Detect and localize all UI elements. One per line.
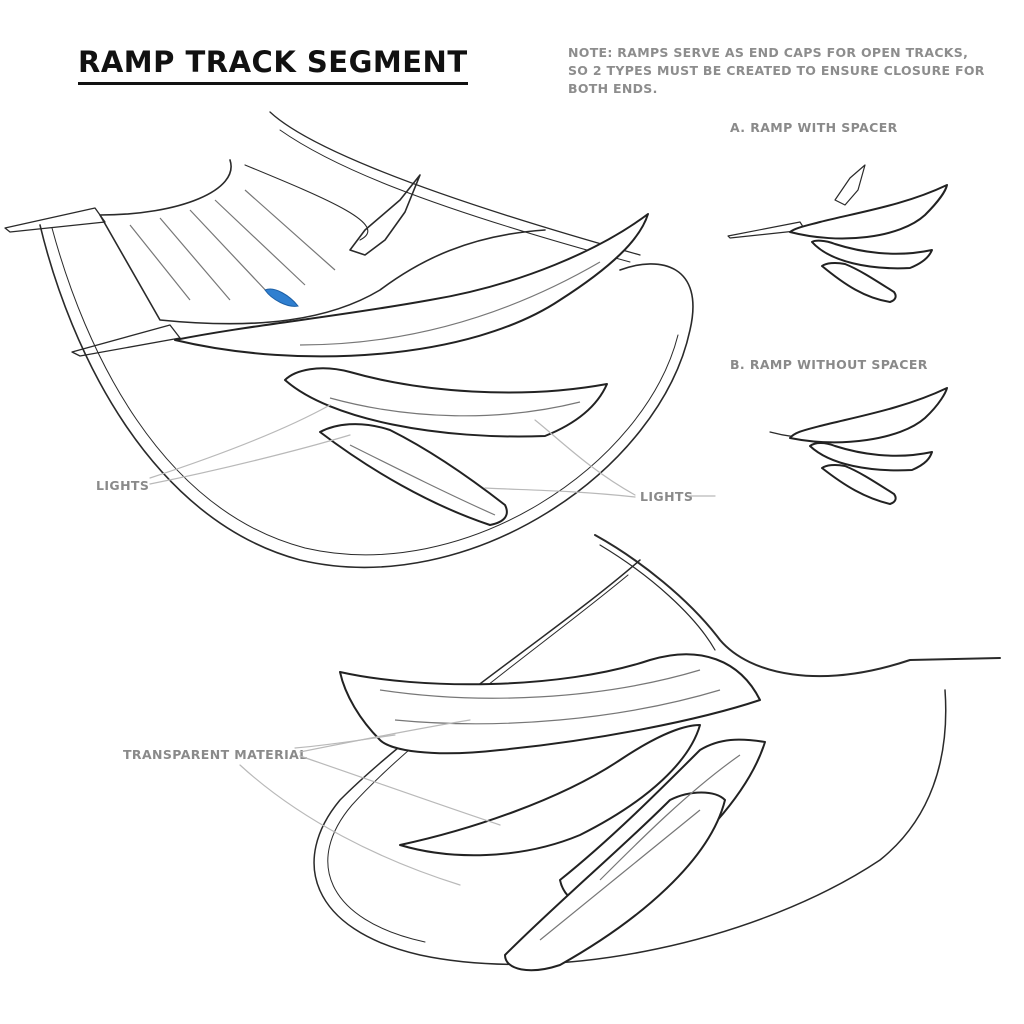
design-note: NOTE: RAMPS SERVE AS END CAPS FOR OPEN T…	[568, 45, 985, 96]
variant-a-fin-bottom	[821, 261, 897, 303]
page-title: RAMP TRACK SEGMENT	[78, 44, 468, 85]
lights-left-leader-2	[149, 434, 351, 485]
fin-middle-inner	[329, 397, 581, 417]
reverse-ramp-wing	[339, 653, 761, 755]
variant-a-wing	[789, 184, 948, 240]
variant-a-label: A. RAMP WITH SPACER	[730, 120, 898, 135]
transparent-leader-2	[299, 755, 501, 826]
main-ramp-sketch	[4, 111, 716, 569]
main-ramp-deck-edge	[244, 164, 369, 241]
variant-b-label: B. RAMP WITHOUT SPACER	[730, 357, 928, 372]
transparent-leader-3	[239, 764, 461, 886]
main-ramp-light-accent	[264, 288, 299, 307]
main-ramp-wing-top	[174, 213, 649, 358]
main-ramp-fin-middle	[284, 367, 608, 438]
main-ramp-mast	[349, 174, 421, 256]
reverse-ramp-fin-left	[399, 724, 701, 857]
main-ramp-top-rail	[269, 111, 641, 256]
variant-b-fin-middle	[809, 442, 933, 472]
main-ramp-top-rail-2	[279, 129, 631, 263]
lights-label-right: LIGHTS	[640, 489, 694, 504]
variant-b-fin-bottom	[821, 463, 897, 505]
main-ramp-guide-loop-inner	[51, 227, 679, 556]
reverse-fin-front-inner	[539, 809, 701, 941]
reverse-wing-inner-2	[394, 689, 721, 725]
reverse-wing-inner-1	[379, 669, 701, 699]
main-ramp-guide-loop	[39, 224, 694, 569]
deck-strip-1	[129, 224, 191, 301]
reverse-ramp-sketch	[239, 534, 1001, 972]
transparent-material-label: TRANSPARENT MATERIAL	[123, 747, 308, 762]
wing-top-inner	[299, 261, 601, 346]
variant-a-fin-middle	[811, 239, 933, 270]
deck-strip-3	[189, 209, 271, 296]
reverse-fin-middle-inner	[599, 754, 741, 881]
variant-a-sketch	[727, 164, 948, 303]
transparent-leader-4	[294, 734, 396, 749]
variant-a-mast	[834, 164, 866, 206]
transparent-leader-1	[299, 719, 471, 753]
main-ramp-deck-outline	[99, 159, 546, 325]
variant-b-wing	[789, 387, 948, 444]
lights-label-left: LIGHTS	[96, 478, 150, 493]
lights-right-leader-1	[534, 419, 636, 496]
lights-left-leader-1	[149, 404, 331, 479]
main-ramp-fin-bottom	[319, 423, 508, 526]
reverse-ramp-guide-loop-inner	[327, 574, 629, 943]
main-ramp-left-spike	[4, 207, 106, 233]
reverse-ramp-fin-front	[504, 791, 726, 972]
deck-strip-2	[159, 217, 231, 301]
deck-strip-4	[214, 199, 306, 286]
fin-bottom-inner	[349, 444, 496, 516]
reverse-ramp-spine-2	[599, 544, 716, 651]
main-ramp-front-spike	[71, 324, 181, 357]
lights-right-leader-2	[484, 487, 636, 498]
reverse-ramp-spine	[594, 534, 1001, 677]
variant-b-sketch	[769, 387, 948, 505]
deck-strip-5	[244, 189, 336, 271]
